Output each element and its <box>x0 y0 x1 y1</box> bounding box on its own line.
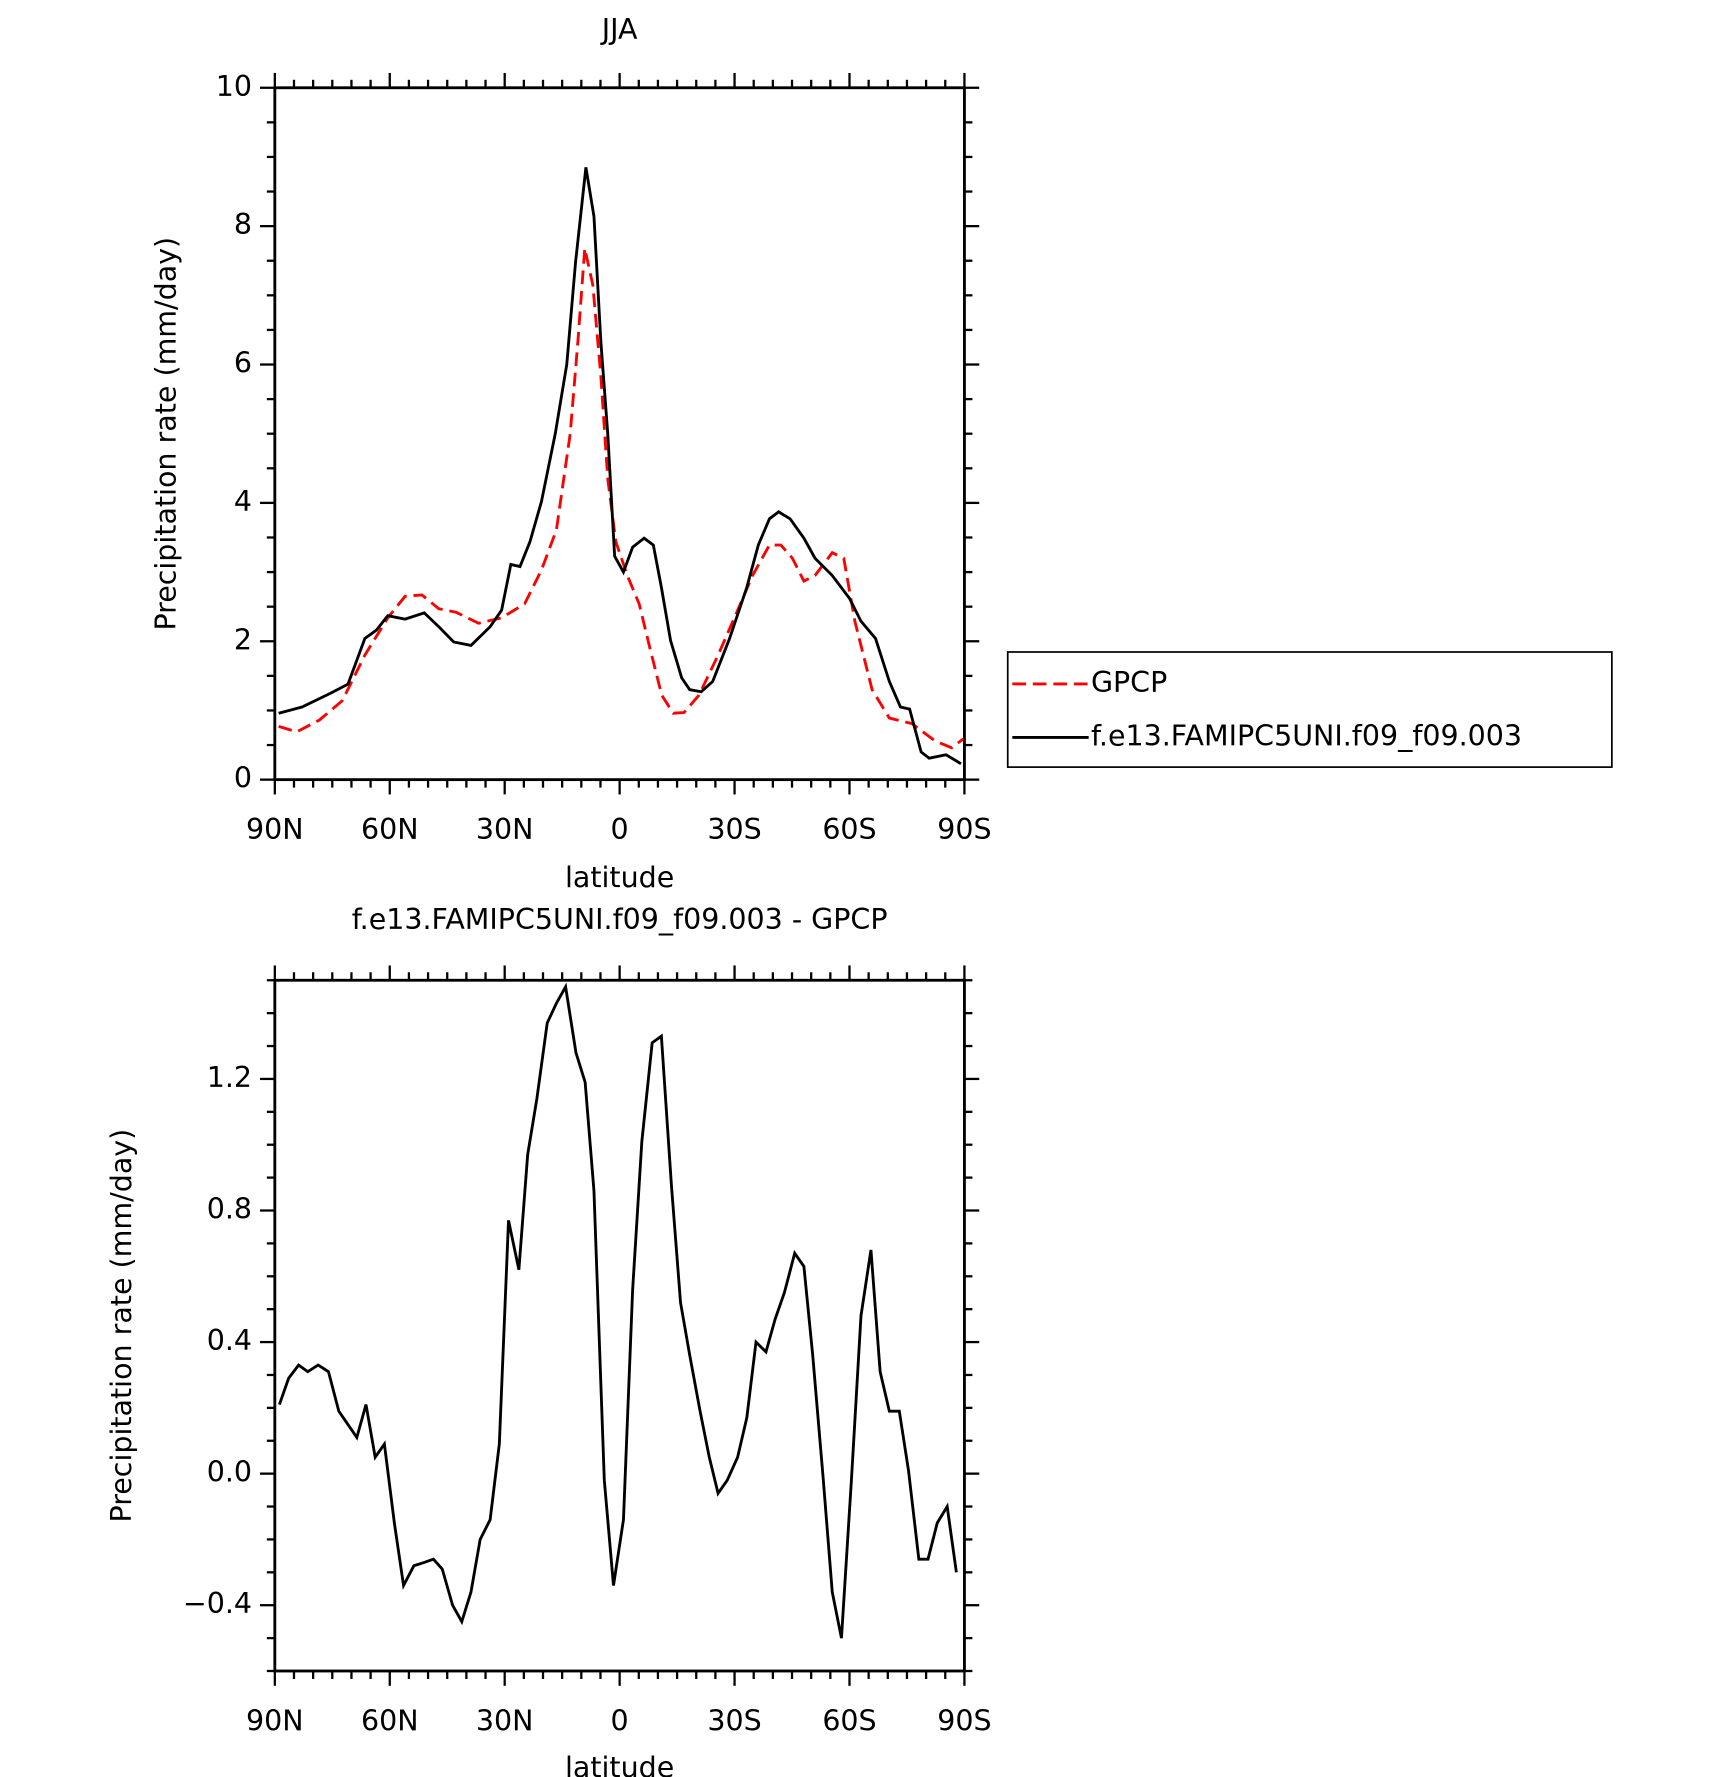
x-tick-label: 30S <box>707 1704 761 1737</box>
data-line <box>278 982 958 1639</box>
x-tick-label: 90S <box>937 1704 991 1737</box>
x-axis-label: latitude <box>565 1751 674 1777</box>
x-tick-label: 30N <box>476 813 534 846</box>
y-tick-label: 0.8 <box>207 1193 252 1226</box>
legend-box <box>1006 651 1613 768</box>
x-tick-label: 30S <box>707 813 761 846</box>
y-tick-label: 8 <box>234 208 252 241</box>
data-line <box>278 167 962 765</box>
chart-title: JJA <box>600 13 638 46</box>
y-tick-label: 6 <box>234 347 252 380</box>
x-tick-label: 60S <box>822 1704 876 1737</box>
y-tick-label: 2 <box>234 623 252 656</box>
y-tick-label: 1.2 <box>207 1061 252 1094</box>
y-axis-label: Precipitation rate (mm/day) <box>105 1129 138 1523</box>
legend-label: f.e13.FAMIPC5UNI.f09_f09.003 <box>1091 719 1522 752</box>
x-tick-label: 90N <box>246 813 304 846</box>
chart-title: f.e13.FAMIPC5UNI.f09_f09.003 - GPCP <box>352 903 888 936</box>
x-tick-label: 90S <box>937 813 991 846</box>
y-tick-label: −0.4 <box>183 1587 252 1620</box>
y-tick-label: 4 <box>234 485 252 518</box>
x-axis-label: latitude <box>565 861 674 894</box>
x-tick-label: 30N <box>476 1704 534 1737</box>
plot-frame <box>273 86 966 782</box>
y-tick-label: 0.0 <box>207 1456 252 1489</box>
x-tick-label: 0 <box>611 1704 629 1737</box>
x-tick-label: 0 <box>611 813 629 846</box>
x-tick-label: 60N <box>361 1704 419 1737</box>
legend-label: GPCP <box>1091 666 1167 699</box>
x-tick-label: 90N <box>246 1704 304 1737</box>
x-tick-label: 60N <box>361 813 419 846</box>
x-tick-label: 60S <box>822 813 876 846</box>
y-tick-label: 0 <box>234 762 252 795</box>
y-tick-label: 0.4 <box>207 1324 252 1357</box>
y-axis-label: Precipitation rate (mm/day) <box>150 237 183 631</box>
data-line <box>278 247 965 750</box>
y-tick-label: 10 <box>216 70 252 103</box>
